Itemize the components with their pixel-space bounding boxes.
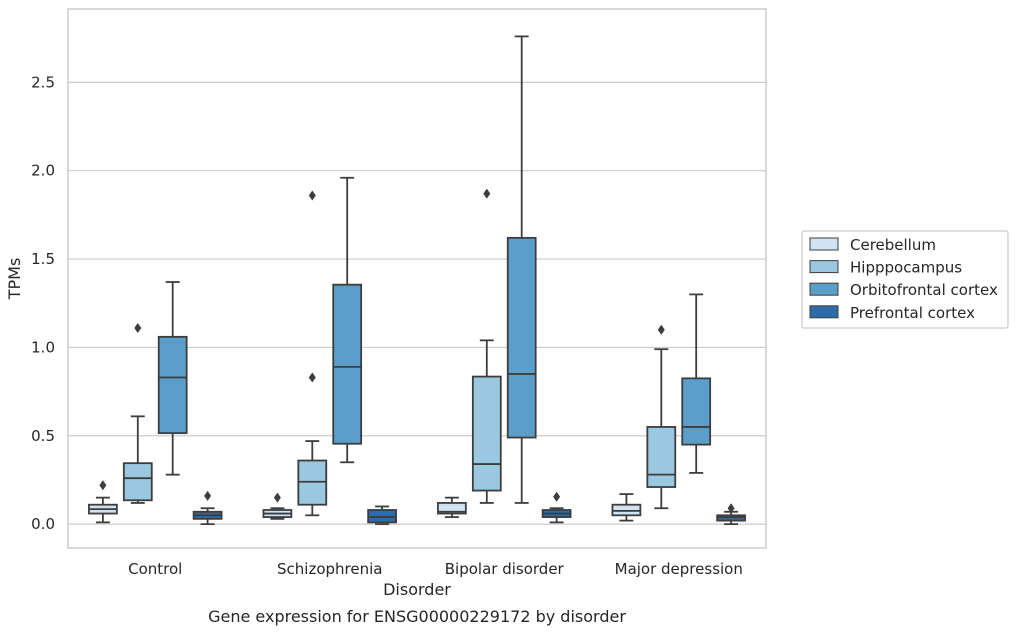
box-group [716,503,746,526]
legend-swatch [809,305,839,319]
box-series-layer [88,35,746,526]
x-tick-label: Control [128,560,182,578]
legend-swatch [809,260,839,274]
chart-caption: Gene expression for ENSG00000229172 by d… [208,607,626,626]
box-group [88,480,118,524]
box-group [297,190,328,517]
box-group [506,35,537,504]
y-tick-label: 2.0 [31,162,55,180]
box [471,375,502,492]
box [157,335,188,435]
box-group [192,490,223,526]
box-group [471,188,502,504]
outlier-point [483,188,491,199]
outlier-point [553,491,561,502]
legend-swatch [809,282,839,296]
x-tick-label: Schizophrenia [277,560,382,578]
box [646,426,677,488]
box-group [646,324,677,510]
legend-label: Cerebellum [850,236,936,254]
y-tick-label: 0.5 [31,427,55,445]
y-axis-title: TPMs [5,258,24,301]
y-tick-label: 1.0 [31,338,55,356]
y-tick-label: 0.0 [31,515,55,533]
legend: Cerebellum Hipppocampus Orbitofrontal cort… [801,230,1009,329]
outlier-point [308,190,316,201]
box-group [262,492,293,520]
box [332,283,363,445]
legend-swatch [809,237,839,251]
outlier-point [308,372,316,383]
box-group [541,491,572,524]
box [506,236,537,439]
outlier-point [727,503,735,514]
legend-frame [801,230,1009,329]
y-tick-labels: 0.0 0.5 1.0 1.5 2.0 2.5 [31,73,55,533]
x-axis-title: Disorder [383,580,451,599]
box [122,462,153,502]
x-tick-labels: Control Schizophrenia Bipolar disorder Majo… [128,560,743,578]
box-group [122,322,153,504]
box [681,377,712,446]
outlier-point [99,480,107,491]
outlier-point [273,492,281,503]
legend-label: Prefrontal cortex [850,304,975,322]
box-group [157,281,188,476]
outlier-point [134,322,142,333]
legend-label: Orbitofrontal cortex [850,281,998,299]
box-group [611,493,642,522]
x-tick-label: Major depression [615,560,743,578]
outlier-point [657,324,665,335]
box-group [367,505,397,526]
box [437,502,467,515]
plot-area-frame [67,8,767,549]
outlier-point [204,490,212,501]
box-group [437,496,467,518]
legend-label: Hipppocampus [850,259,962,277]
box-group [332,176,363,464]
y-tick-label: 2.5 [31,73,55,91]
y-tick-label: 1.5 [31,250,55,268]
x-tick-label: Bipolar disorder [445,560,565,578]
box-group [681,293,712,474]
